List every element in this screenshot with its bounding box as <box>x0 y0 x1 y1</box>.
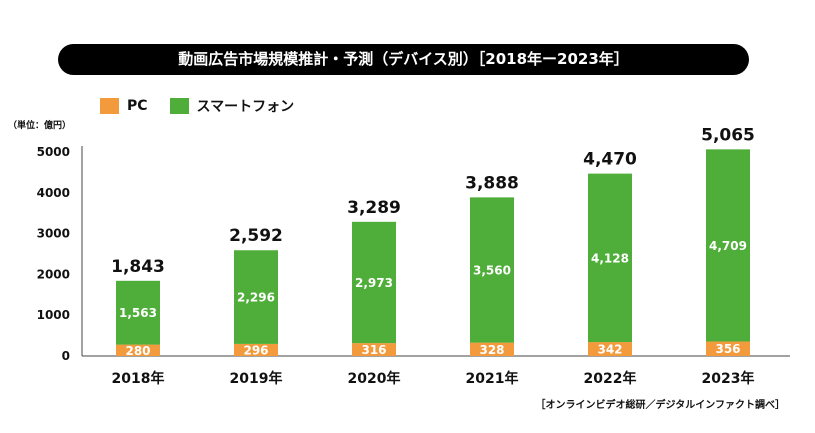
bar-label-smartphone: 3,560 <box>473 263 511 277</box>
total-label: 1,843 <box>111 257 165 277</box>
legend-label-smartphone: スマートフォン <box>196 99 295 115</box>
chart-title: 動画広告市場規模推計・予測（デバイス別）［2018年ー2023年］ <box>58 44 749 75</box>
bar-smartphone <box>588 173 632 343</box>
bar-smartphone <box>470 197 514 343</box>
y-tick-label: 4000 <box>37 186 70 200</box>
y-tick-label: 5000 <box>37 145 70 159</box>
y-tick-label: 1000 <box>37 308 70 322</box>
bar-pc <box>116 344 160 356</box>
bar-label-pc: 342 <box>597 343 622 357</box>
x-tick-label: 2018年 <box>112 370 165 387</box>
bar-pc <box>352 343 396 356</box>
source-note: ［オンラインビデオ総研／デジタルインファクト調べ］ <box>535 400 786 411</box>
total-label: 3,888 <box>465 173 519 193</box>
total-label: 4,470 <box>583 150 637 170</box>
legend-swatch-pc <box>100 98 119 114</box>
bar-smartphone <box>706 149 750 342</box>
bar-label-smartphone: 4,709 <box>709 239 747 253</box>
bar-label-smartphone: 4,128 <box>591 251 629 265</box>
y-tick-label: 3000 <box>37 227 70 241</box>
y-tick-label: 2000 <box>37 267 70 281</box>
legend-item-smartphone: スマートフォン <box>169 96 295 116</box>
x-tick-label: 2020年 <box>348 370 401 387</box>
bar-label-pc: 356 <box>715 342 740 356</box>
bar-pc <box>706 341 750 356</box>
bar-pc <box>234 343 278 356</box>
x-tick-label: 2022年 <box>584 370 637 387</box>
total-label: 3,289 <box>347 198 401 218</box>
bar-pc <box>470 342 514 356</box>
bar-label-pc: 296 <box>243 343 268 357</box>
bar-label-pc: 328 <box>479 343 504 357</box>
legend-label-pc: PC <box>127 98 148 114</box>
total-label: 5,065 <box>701 125 755 145</box>
y-tick-label: 0 <box>62 349 70 363</box>
bar-smartphone <box>234 250 278 344</box>
legend-item-pc: PC <box>100 98 148 114</box>
bar-smartphone <box>116 280 160 345</box>
unit-label: （単位：億円） <box>8 121 72 131</box>
bar-label-smartphone: 2,973 <box>355 276 393 290</box>
bar-pc <box>588 342 632 356</box>
x-tick-label: 2019年 <box>230 370 283 387</box>
total-label: 2,592 <box>229 226 283 246</box>
bar-label-pc: 280 <box>125 344 150 358</box>
legend: PC スマートフォン <box>100 96 316 116</box>
x-tick-label: 2023年 <box>702 370 755 387</box>
x-tick-label: 2021年 <box>466 370 519 387</box>
bar-label-smartphone: 2,296 <box>237 291 275 305</box>
legend-swatch-smartphone <box>169 98 189 114</box>
bar-label-pc: 316 <box>361 343 386 357</box>
bar-label-smartphone: 1,563 <box>119 306 157 320</box>
bar-smartphone <box>352 221 396 344</box>
